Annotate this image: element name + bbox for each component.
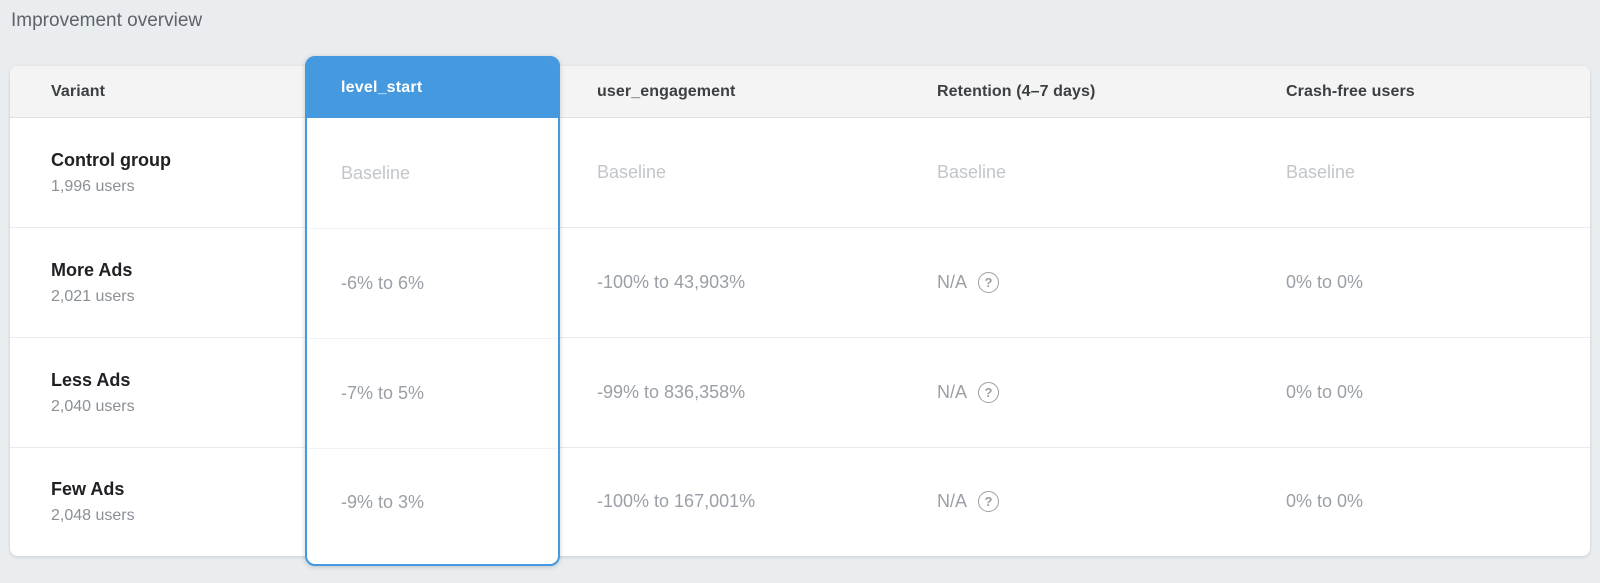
help-icon[interactable] [978,382,1000,403]
variant-name: Control group [51,149,171,170]
variant-cell: Few Ads 2,048 users [10,479,305,525]
variant-cell: Control group 1,996 users [10,150,305,196]
crash-free-value: 0% to 0% [1286,382,1364,402]
user-engagement-value: -100% to 43,903% [597,272,746,292]
help-icon[interactable] [978,272,1000,293]
retention-value: N/A [937,382,968,402]
variant-name: More Ads [51,259,133,280]
crash-free-value: Baseline [1286,162,1356,182]
user-engagement-value: -100% to 167,001% [597,491,756,511]
retention-value: N/A [937,491,968,511]
user-engagement-value: -99% to 836,358% [597,382,746,402]
user-engagement-value: Baseline [597,162,667,182]
level-start-value: -9% to 3% [341,492,425,512]
table-header-row: Variant user_engagement Retention (4–7 d… [10,66,1590,118]
level-start-value: -6% to 6% [307,229,558,339]
improvement-overview-table: Variant user_engagement Retention (4–7 d… [10,56,1590,566]
column-header-variant: Variant [51,82,106,100]
page-title: Improvement overview [11,10,203,31]
column-header-user-engagement[interactable]: user_engagement [597,82,736,100]
variant-user-count: 2,040 users [51,397,135,415]
table-row-control-group: Control group 1,996 users Baseline Basel… [10,118,1590,228]
selected-metric-header[interactable]: level_start [307,58,558,118]
level-start-value: Baseline [307,118,558,229]
variant-name: Less Ads [51,369,131,390]
crash-free-value: 0% to 0% [1286,491,1364,511]
table-row-less-ads: Less Ads 2,040 users -99% to 836,358% N/… [10,338,1590,448]
variant-cell: More Ads 2,021 users [10,260,305,306]
level-start-value: -7% to 5% [307,339,558,449]
variant-cell: Less Ads 2,040 users [10,370,305,416]
variant-user-count: 2,048 users [51,506,135,524]
selected-metric-card[interactable]: level_start Baseline -6% to 6% -7% to 5%… [305,56,560,566]
variant-name: Few Ads [51,478,125,499]
retention-value: Baseline [937,162,1007,182]
variant-user-count: 1,996 users [51,177,135,195]
variant-user-count: 2,021 users [51,287,135,305]
table-row-few-ads: Few Ads 2,048 users -100% to 167,001% N/… [10,448,1590,555]
table-row-more-ads: More Ads 2,021 users -100% to 43,903% N/… [10,228,1590,338]
column-header-crash-free[interactable]: Crash-free users [1286,82,1415,100]
column-header-retention[interactable]: Retention (4–7 days) [937,82,1096,100]
crash-free-value: 0% to 0% [1286,272,1364,292]
retention-value: N/A [937,272,968,292]
help-icon[interactable] [978,491,1000,512]
